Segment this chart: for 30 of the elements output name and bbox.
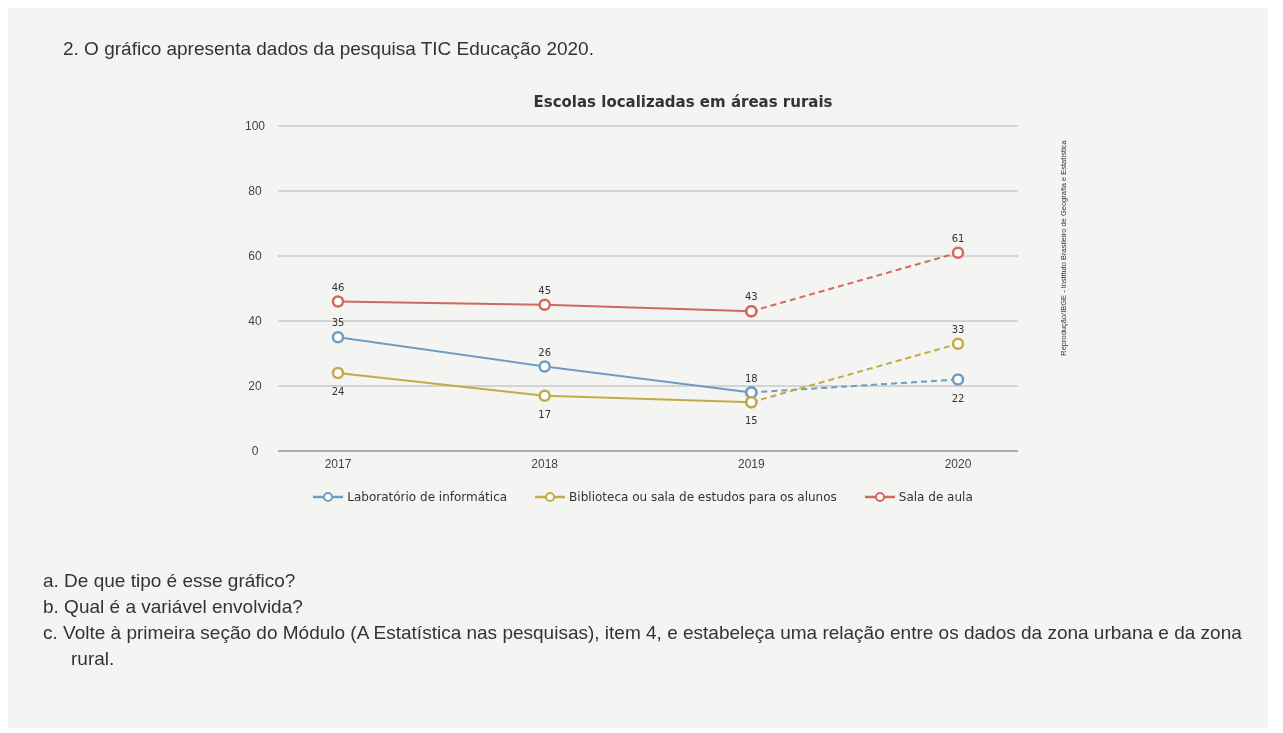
y-tick-label: 80 — [248, 184, 262, 199]
data-label: 15 — [744, 415, 758, 427]
data-label: 26 — [538, 346, 552, 358]
data-label: 18 — [744, 372, 758, 384]
y-tick-label: 100 — [244, 119, 266, 134]
data-label: 61 — [951, 232, 965, 244]
text: a. De que tipo é esse gráfico? — [43, 569, 297, 593]
y-tick-label: 60 — [248, 249, 262, 264]
text: b. Qual é a variável envolvida? — [43, 595, 304, 619]
y-tick-label: 20 — [248, 379, 262, 394]
data-label: 43 — [744, 291, 758, 303]
x-tick-label: 2017 — [324, 456, 352, 471]
data-label: 17 — [538, 408, 552, 420]
data-label: 46 — [331, 281, 345, 293]
text: 2. O gráfico apresenta dados da pesquisa TIC Educação 2020. — [63, 38, 594, 60]
legend-label: Sala de aula — [897, 490, 973, 504]
data-label: 24 — [331, 386, 345, 397]
text: c. Volte à primeira seção do Módulo (A Estatística nas pesquisas), item 4, e estabeleça uma relação entre os dados da zona urbana e da zona rural. — [43, 621, 1243, 671]
data-label: 35 — [331, 317, 345, 329]
legend-label: Biblioteca ou sala de estudos para os alunos — [568, 490, 837, 504]
x-tick-label: 2020 — [944, 456, 972, 471]
chart-title: Escolas localizadas em áreas rurais — [532, 93, 834, 111]
y-tick-label: 40 — [248, 314, 262, 329]
x-tick-label: 2018 — [531, 456, 559, 471]
data-label: 45 — [538, 284, 552, 296]
data-label: 33 — [951, 323, 965, 335]
x-tick-label: 2019 — [737, 456, 765, 471]
y-tick-label: 0 — [251, 444, 259, 459]
legend-label: Laboratório de informática — [346, 490, 508, 504]
data-label: 22 — [951, 392, 965, 404]
